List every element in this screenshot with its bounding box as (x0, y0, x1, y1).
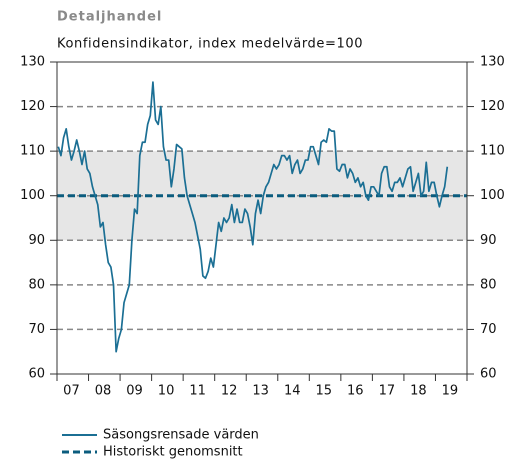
y2-tick-label: 130 (480, 55, 505, 70)
y2-tick-label: 80 (480, 277, 497, 292)
legend-label: Säsongsrensade värden (103, 428, 259, 443)
y2-tick-label: 120 (480, 99, 505, 114)
x-tick-label: 13 (252, 384, 269, 399)
x-tick-label: 07 (63, 384, 80, 399)
y-tick-label: 60 (28, 367, 45, 382)
y-tick-label: 100 (20, 188, 45, 203)
x-tick-label: 08 (95, 384, 112, 399)
y-tick-label: 120 (20, 99, 45, 114)
x-tick-label: 16 (347, 384, 364, 399)
y-tick-label: 70 (28, 322, 45, 337)
x-tick-label: 15 (315, 384, 332, 399)
x-tick-label: 12 (221, 384, 238, 399)
chart-subtitle: Konfidensindikator, index medelvärde=100 (57, 37, 363, 52)
x-tick-label: 10 (158, 384, 175, 399)
x-tick-label: 14 (284, 384, 301, 399)
x-tick-label: 17 (379, 384, 396, 399)
y-tick-label: 90 (28, 233, 45, 248)
y2-tick-label: 70 (480, 322, 497, 337)
plot-frame (56, 61, 468, 375)
y2-tick-label: 60 (480, 367, 497, 382)
y-tick-label: 130 (20, 55, 45, 70)
x-tick-label: 19 (442, 384, 459, 399)
chart-title: Detaljhandel (57, 10, 162, 25)
x-tick-label: 09 (126, 384, 143, 399)
legend-label: Historiskt genomsnitt (103, 445, 243, 460)
y2-tick-label: 110 (480, 144, 505, 159)
x-tick-label: 18 (410, 384, 427, 399)
y-tick-label: 80 (28, 277, 45, 292)
x-tick-label: 11 (189, 384, 206, 399)
series-line (57, 81, 449, 353)
y-tick-label: 110 (20, 144, 45, 159)
y2-tick-label: 90 (480, 233, 497, 248)
y2-tick-label: 100 (480, 188, 505, 203)
